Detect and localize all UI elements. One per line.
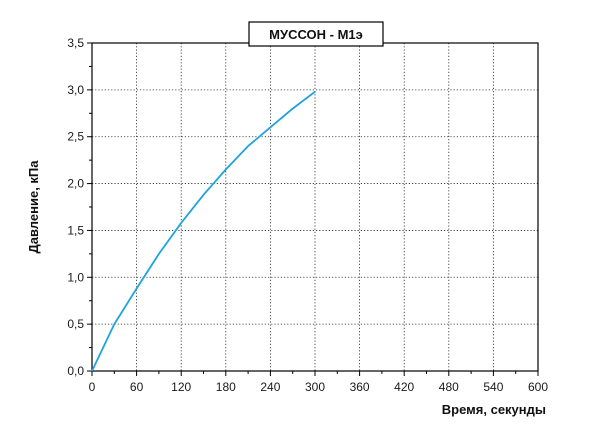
x-tick-label: 240 — [260, 380, 280, 394]
y-tick-label: 3,0 — [67, 83, 84, 97]
x-tick-label: 360 — [350, 380, 370, 394]
x-axis-title: Время, секунды — [442, 402, 546, 417]
x-tick-label: 60 — [130, 380, 144, 394]
y-tick-label: 3,5 — [67, 36, 84, 50]
chart-title-text: МУССОН - М1э — [269, 27, 363, 42]
x-tick-label: 120 — [171, 380, 191, 394]
x-tick-labels: 0 60 120 180 240 300 360 420 480 540 600 — [89, 380, 549, 394]
x-tick-label: 540 — [483, 380, 503, 394]
x-tick-label: 420 — [394, 380, 414, 394]
x-tick-label: 300 — [305, 380, 325, 394]
x-tick-label: 180 — [216, 380, 236, 394]
grid — [92, 43, 538, 371]
y-tick-label: 1,0 — [67, 270, 84, 284]
y-tick-label: 0,0 — [67, 364, 84, 378]
x-tick-label: 0 — [89, 380, 96, 394]
chart-title-box — [248, 21, 384, 47]
series-line — [91, 91, 316, 372]
y-tick-labels: 0,0 0,5 1,0 1,5 2,0 2,5 3,0 3,5 — [67, 36, 84, 378]
y-tick-label: 2,0 — [67, 177, 84, 191]
x-tick-label: 600 — [528, 380, 548, 394]
x-tick-label: 480 — [439, 380, 459, 394]
y-axis-title: Давление, кПа — [26, 160, 41, 254]
y-tick-label: 0,5 — [67, 317, 84, 331]
series — [91, 91, 316, 372]
y-tick-label: 2,5 — [67, 130, 84, 144]
ticks — [87, 42, 539, 376]
chart-title: МУССОН - М1э — [248, 21, 384, 47]
y-tick-label: 1,5 — [67, 223, 84, 237]
